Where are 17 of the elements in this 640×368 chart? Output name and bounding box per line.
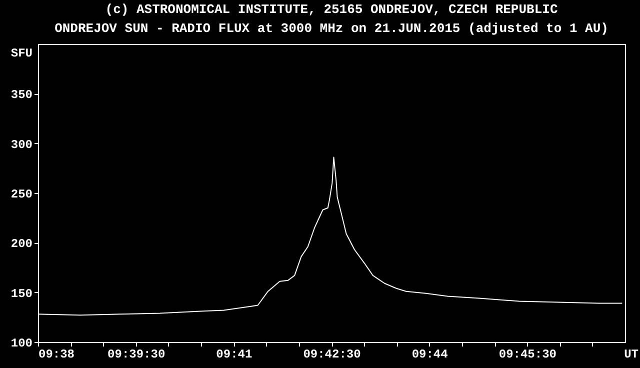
line-series [38,156,623,316]
x-tick-label: 09:41 [216,348,252,362]
x-tick-label: 09:45:30 [498,348,556,362]
x-tick-label: 09:44 [412,348,448,362]
y-tick-label: 250 [10,188,32,202]
x-axis-title: UT [624,348,638,362]
y-tick-label: 300 [10,138,32,152]
x-tick-label: 09:38 [38,348,75,362]
chart-title: (c) ASTRONOMICAL INSTITUTE, 25165 ONDREJOV, CZECH REPUBLIC [105,2,558,17]
x-tick-label: 09:42:30 [303,348,361,362]
y-tick-label: 350 [10,88,32,102]
chart-subtitle: ONDREJOV SUN - RADIO FLUX at 3000 MHz on 21.JUN.2015 (adjusted to 1 AU) [54,21,608,36]
y-tick-label: 100 [10,336,32,350]
y-tick-label: 200 [10,237,32,252]
y-axis-title: SFU [10,46,32,60]
x-tick-label: 09:39:30 [108,348,166,362]
y-tick-label: 150 [10,286,32,301]
